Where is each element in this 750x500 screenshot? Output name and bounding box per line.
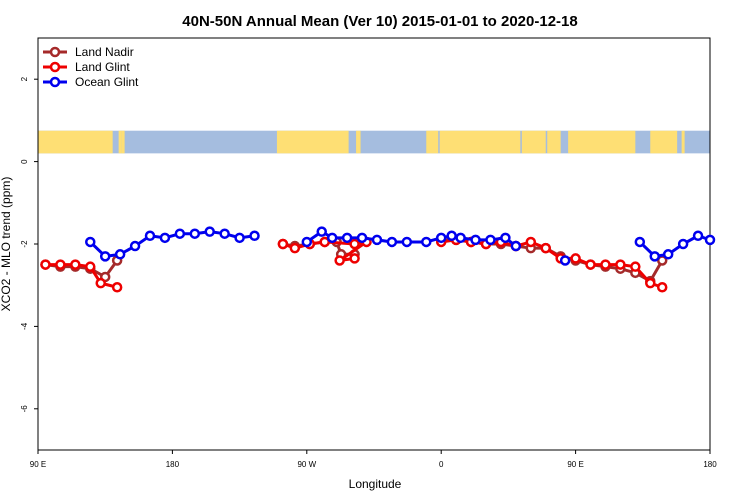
x-tick-label: 90 E [30,460,46,469]
map-land [276,130,349,154]
data-point-ocean-glint [500,232,511,244]
map-land [547,130,561,154]
map-strip [38,130,710,154]
data-point-ocean-glint [371,234,383,246]
x-tick-label: 90 E [567,460,583,469]
y-tick-label: -6 [20,405,29,413]
y-tick-label: -4 [20,322,29,330]
y-tick-label: 2 [20,76,29,81]
data-point-land-glint [645,277,656,289]
data-point-ocean-glint [401,236,413,248]
map-land [118,130,122,154]
data-point-land-glint [289,242,301,254]
data-point-ocean-glint [421,236,432,248]
chart-title: 40N-50N Annual Mean (Ver 10) 2015-01-01 … [182,13,577,30]
data-point-land-glint [95,277,106,289]
map-land [568,130,636,154]
y-axis-title: XCO2 - MLO trend (ppm) [0,177,13,312]
y-axis: 2 0 -2 -4 -6 [20,76,38,412]
data-point-ocean-glint [249,230,260,242]
data-point-land-glint [40,259,51,270]
data-point-ocean-glint [470,234,481,246]
data-point-ocean-glint [129,240,141,252]
y-tick-label: 0 [20,159,29,164]
x-tick-label: 90 W [297,460,316,469]
data-point-land-glint [55,259,66,270]
series-ocean-glint [85,226,716,266]
data-point-ocean-glint [446,230,457,242]
data-point-ocean-glint [662,249,674,260]
legend-marker-land-glint [49,61,61,73]
data-point-ocean-glint [455,232,466,244]
data-point-land-glint [349,238,360,250]
data-point-ocean-glint [435,232,447,244]
map-land [650,130,678,154]
data-point-land-glint [85,261,96,272]
legend-marker-ocean-glint [49,76,61,88]
legend-marker-land-nadir [49,46,61,58]
data-point-land-glint [525,236,537,248]
data-point-land-glint [656,282,668,293]
data-point-land-glint [570,253,581,264]
data-point-ocean-glint [677,238,689,250]
legend-label-land-glint: Land Glint [75,60,130,74]
data-point-ocean-glint [341,232,353,244]
y-tick-label: -2 [20,240,29,248]
map-land [121,130,125,154]
data-point-land-glint [630,261,641,272]
data-point-ocean-glint [189,228,201,239]
data-point-ocean-glint [174,228,186,239]
data-point-ocean-glint [114,249,126,260]
data-point-land-glint [277,238,289,250]
data-point-ocean-glint [510,240,522,252]
x-tick-label: 180 [703,460,717,469]
data-point-ocean-glint [85,236,96,248]
legend-label-ocean-glint: Ocean Glint [75,75,139,89]
data-point-ocean-glint [219,228,230,239]
data-point-land-glint [334,255,345,266]
data-point-ocean-glint [234,232,245,244]
data-point-land-glint [540,242,551,254]
data-point-ocean-glint [326,232,338,244]
map-land [38,130,113,154]
data-point-land-glint [349,253,360,264]
data-point-ocean-glint [692,230,704,242]
series-line-ocean-glint [305,229,517,248]
data-point-land-glint [615,259,626,270]
data-point-land-glint [70,259,81,270]
x-tick-label: 0 [439,460,444,469]
series-line-land-nadir [441,238,664,284]
data-point-ocean-glint [356,232,368,244]
data-point-land-glint [111,282,123,293]
data-point-ocean-glint [316,226,327,237]
series-line-land-glint [440,238,663,289]
data-point-ocean-glint [301,236,313,248]
data-point-ocean-glint [649,251,660,262]
data-point-ocean-glint [386,236,398,248]
x-tick-label: 180 [166,460,180,469]
x-axis: 90 E 180 90 W 0 90 E 180 [30,450,717,469]
data-point-ocean-glint [559,255,571,266]
data-point-ocean-glint [99,251,111,262]
map-land [439,130,521,154]
map-land [426,130,439,154]
x-axis-title: Longitude [349,477,402,491]
data-point-ocean-glint [144,230,156,242]
data-point-ocean-glint [634,236,646,248]
legend-label-land-nadir: Land Nadir [75,45,134,59]
data-point-ocean-glint [485,234,496,246]
series-layer [40,226,716,293]
data-point-ocean-glint [159,232,171,244]
map-land [681,130,685,154]
map-land [521,130,546,154]
data-point-ocean-glint [204,226,215,237]
data-point-ocean-glint [704,234,716,246]
data-point-land-glint [585,259,596,270]
data-point-land-glint [319,236,330,248]
map-land [356,130,361,154]
series-line-ocean-glint [89,230,255,258]
data-point-land-glint [600,259,611,270]
